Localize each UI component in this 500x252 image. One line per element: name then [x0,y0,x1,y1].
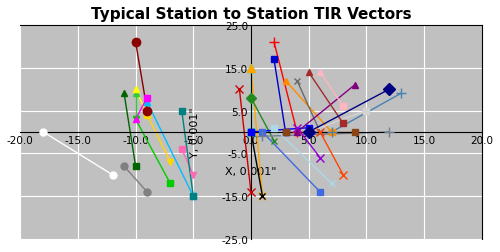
Y-axis label: Y, 0.001": Y, 0.001" [190,107,200,158]
Title: Typical Station to Station TIR Vectors: Typical Station to Station TIR Vectors [90,7,411,22]
X-axis label: X, 0.001": X, 0.001" [225,166,276,176]
